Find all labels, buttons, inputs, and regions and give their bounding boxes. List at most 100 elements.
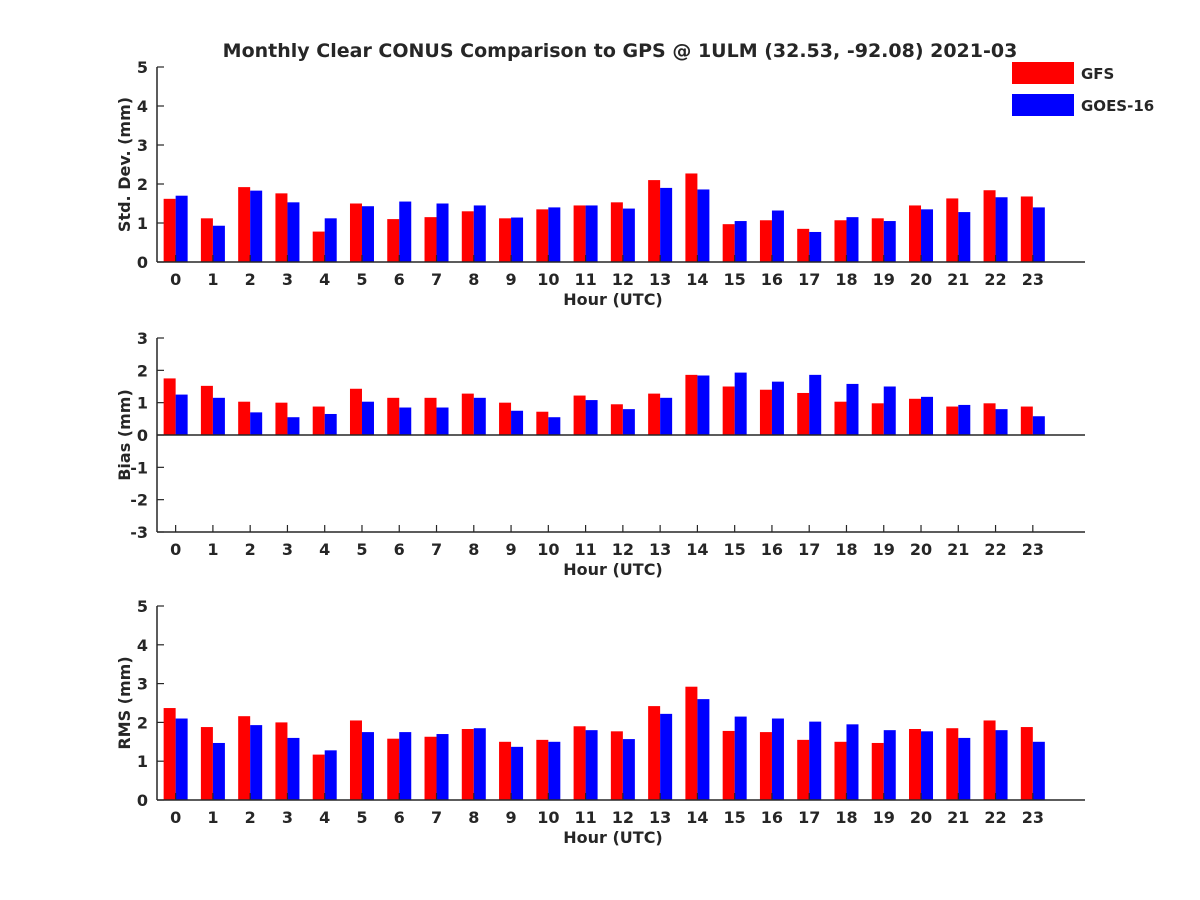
bar bbox=[585, 205, 598, 262]
bar bbox=[499, 402, 512, 435]
x-tick-label: 9 bbox=[505, 808, 516, 827]
bar bbox=[722, 730, 735, 800]
x-tick-label: 5 bbox=[356, 540, 367, 559]
bar bbox=[548, 207, 561, 262]
bar bbox=[983, 403, 996, 435]
bar bbox=[946, 406, 959, 435]
bar bbox=[1032, 416, 1045, 435]
bar bbox=[921, 731, 934, 800]
y-axis-label: Std. Dev. (mm) bbox=[115, 97, 134, 232]
series-gfs bbox=[163, 686, 1033, 800]
bar bbox=[809, 231, 822, 262]
bar bbox=[648, 180, 661, 262]
x-tick-label: 19 bbox=[873, 808, 895, 827]
bar bbox=[921, 209, 934, 262]
bar bbox=[734, 716, 747, 800]
bar bbox=[200, 218, 213, 262]
x-tick-label: 18 bbox=[835, 270, 857, 289]
x-tick-label: 15 bbox=[724, 270, 746, 289]
x-tick-label: 17 bbox=[798, 540, 820, 559]
bar bbox=[834, 401, 847, 435]
legend-label: GOES-16 bbox=[1081, 97, 1154, 115]
x-axis-label: Hour (UTC) bbox=[563, 828, 663, 847]
bar bbox=[238, 401, 251, 435]
x-tick-label: 7 bbox=[431, 808, 442, 827]
bar bbox=[797, 228, 810, 262]
bar bbox=[846, 724, 859, 800]
bar bbox=[797, 392, 810, 435]
bar bbox=[536, 739, 549, 800]
x-tick-label: 12 bbox=[612, 540, 634, 559]
bar bbox=[697, 189, 710, 262]
y-tick-label: 0 bbox=[137, 426, 148, 445]
y-tick-label: 5 bbox=[137, 58, 148, 77]
bar bbox=[212, 225, 225, 262]
y-tick-label: 4 bbox=[137, 636, 148, 655]
bar bbox=[995, 730, 1008, 800]
bar bbox=[610, 202, 623, 262]
bar bbox=[1032, 741, 1045, 800]
x-tick-label: 22 bbox=[984, 270, 1006, 289]
x-tick-label: 21 bbox=[947, 540, 969, 559]
y-tick-label: 0 bbox=[137, 253, 148, 272]
bar bbox=[312, 754, 325, 800]
bar bbox=[548, 741, 561, 800]
x-tick-label: 16 bbox=[761, 270, 783, 289]
x-tick-label: 20 bbox=[910, 270, 932, 289]
bar bbox=[871, 403, 884, 435]
bar bbox=[175, 394, 188, 435]
bar bbox=[399, 407, 412, 435]
bar bbox=[883, 730, 896, 800]
bar bbox=[660, 397, 673, 435]
bar bbox=[871, 218, 884, 262]
bar bbox=[946, 198, 959, 262]
bar bbox=[995, 197, 1008, 262]
x-tick-label: 10 bbox=[537, 808, 559, 827]
x-tick-label: 4 bbox=[319, 540, 330, 559]
bar bbox=[846, 217, 859, 262]
bar bbox=[610, 404, 623, 435]
x-tick-label: 4 bbox=[319, 270, 330, 289]
bar bbox=[212, 742, 225, 800]
x-tick-label: 6 bbox=[394, 270, 405, 289]
bar bbox=[424, 736, 437, 800]
x-tick-label: 10 bbox=[537, 270, 559, 289]
x-tick-label: 17 bbox=[798, 808, 820, 827]
x-tick-label: 11 bbox=[574, 270, 596, 289]
x-tick-label: 17 bbox=[798, 270, 820, 289]
y-tick-label: 2 bbox=[137, 175, 148, 194]
series-goes-16 bbox=[175, 187, 1045, 262]
y-tick-label: 5 bbox=[137, 597, 148, 616]
bar bbox=[349, 388, 362, 435]
x-tick-label: 13 bbox=[649, 808, 671, 827]
bar bbox=[834, 741, 847, 800]
bar bbox=[610, 731, 623, 800]
x-tick-label: 2 bbox=[245, 808, 256, 827]
bar bbox=[909, 205, 922, 262]
bar bbox=[983, 190, 996, 262]
x-tick-label: 20 bbox=[910, 808, 932, 827]
bar bbox=[349, 720, 362, 800]
bar bbox=[685, 173, 698, 262]
bar bbox=[361, 732, 374, 800]
x-tick-label: 2 bbox=[245, 270, 256, 289]
bar bbox=[871, 742, 884, 800]
bar bbox=[958, 737, 971, 800]
x-tick-label: 22 bbox=[984, 808, 1006, 827]
x-tick-label: 16 bbox=[761, 540, 783, 559]
y-tick-label: 1 bbox=[137, 394, 148, 413]
bar bbox=[1020, 406, 1033, 435]
bar bbox=[585, 730, 598, 800]
y-tick-label: 0 bbox=[137, 791, 148, 810]
y-tick-label: 2 bbox=[137, 361, 148, 380]
bar bbox=[312, 406, 325, 435]
legend-swatch bbox=[1012, 94, 1074, 116]
bar bbox=[573, 726, 586, 800]
bar bbox=[995, 409, 1008, 435]
bar bbox=[175, 195, 188, 262]
bar bbox=[759, 389, 772, 435]
x-tick-label: 9 bbox=[505, 540, 516, 559]
x-tick-label: 12 bbox=[612, 270, 634, 289]
